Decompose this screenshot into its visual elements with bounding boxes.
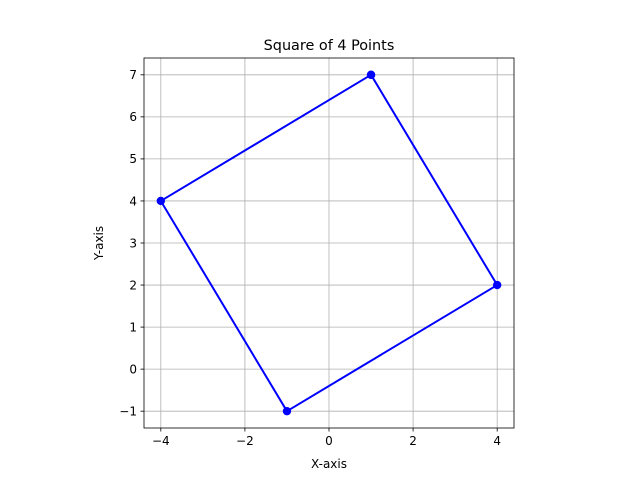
y-tick-label: 6 <box>129 110 137 124</box>
y-axis-label: Y-axis <box>92 226 106 261</box>
y-tick-label: 3 <box>129 236 137 250</box>
plot-area: −4 −2 0 2 4 −1 0 1 2 3 4 5 6 7 <box>119 57 515 448</box>
grid <box>144 58 514 428</box>
y-tick-label: −1 <box>119 404 137 418</box>
x-tick-label: 0 <box>325 434 333 448</box>
x-tick-label: 4 <box>493 434 501 448</box>
y-tick-label: 4 <box>129 194 137 208</box>
y-tick-label: 5 <box>129 152 137 166</box>
x-tick-label: −2 <box>236 434 254 448</box>
x-tick-label: 2 <box>409 434 417 448</box>
chart-title: Square of 4 Points <box>264 38 395 54</box>
x-tick-label: −4 <box>152 434 170 448</box>
data-point <box>282 406 292 416</box>
y-tick-label: 7 <box>129 68 137 82</box>
y-tick-label: 2 <box>129 278 137 292</box>
data-point <box>366 70 376 80</box>
y-tick-label: 1 <box>129 320 137 334</box>
data-point <box>492 280 502 290</box>
series-layer <box>156 70 502 416</box>
y-tick-label: 0 <box>129 362 137 376</box>
ticks: −4 −2 0 2 4 −1 0 1 2 3 4 5 6 7 <box>119 68 501 448</box>
x-axis-label: X-axis <box>311 457 347 471</box>
data-point <box>156 196 166 206</box>
